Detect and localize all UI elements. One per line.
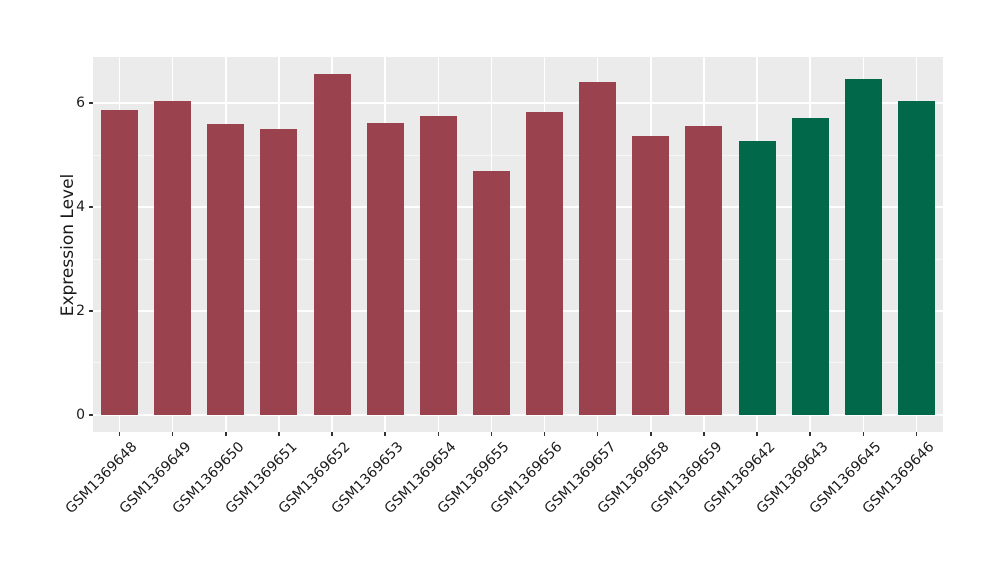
x-tick-mark: [278, 432, 280, 436]
gridline-horizontal-major: [93, 310, 943, 312]
bar-GSM1369646: [897, 100, 935, 415]
y-tick-mark: [89, 206, 93, 208]
gridline-horizontal-minor: [93, 154, 943, 156]
y-tick-label: 6: [76, 95, 85, 112]
bar-GSM1369648: [101, 110, 139, 415]
x-tick-mark: [225, 432, 227, 436]
bar-GSM1369652: [313, 74, 351, 415]
bar-GSM1369649: [154, 101, 192, 415]
x-tick-mark: [650, 432, 652, 436]
x-tick-mark: [809, 432, 811, 436]
y-tick-mark: [89, 102, 93, 104]
bar-GSM1369643: [791, 118, 829, 415]
gridline-horizontal-major: [93, 206, 943, 208]
bar-GSM1369653: [366, 122, 404, 415]
x-tick-mark: [543, 432, 546, 436]
gridline-horizontal-minor: [93, 362, 943, 364]
x-tick-mark: [756, 432, 758, 436]
x-tick-mark: [862, 432, 865, 436]
y-axis-title: Expression Level: [58, 173, 78, 316]
gridline-horizontal-major: [93, 414, 943, 416]
x-tick-mark: [331, 432, 333, 436]
x-tick-mark: [171, 432, 174, 436]
bar-GSM1369654: [419, 116, 457, 415]
x-tick-mark: [437, 432, 440, 436]
x-tick-mark: [118, 432, 121, 436]
y-tick-label: 0: [76, 406, 85, 423]
bar-GSM1369659: [685, 125, 723, 415]
x-tick-mark: [596, 432, 599, 436]
bar-GSM1369651: [260, 128, 298, 415]
bar-GSM1369657: [579, 81, 617, 415]
x-tick-mark: [915, 432, 918, 436]
bar-GSM1369656: [526, 111, 564, 415]
bar-GSM1369642: [738, 140, 776, 415]
x-tick-mark: [490, 432, 493, 436]
y-tick-label: 4: [76, 199, 85, 216]
bar-GSM1369645: [844, 78, 882, 415]
bar-GSM1369655: [472, 170, 510, 415]
gridline-horizontal-major: [93, 102, 943, 104]
y-tick-label: 2: [76, 302, 85, 319]
x-tick-mark: [384, 432, 386, 436]
x-tick-mark: [703, 432, 705, 436]
y-tick-mark: [89, 414, 93, 416]
bar-GSM1369650: [207, 124, 245, 415]
gridline-horizontal-minor: [93, 258, 943, 260]
y-tick-mark: [89, 310, 93, 312]
bar-GSM1369658: [632, 136, 670, 415]
